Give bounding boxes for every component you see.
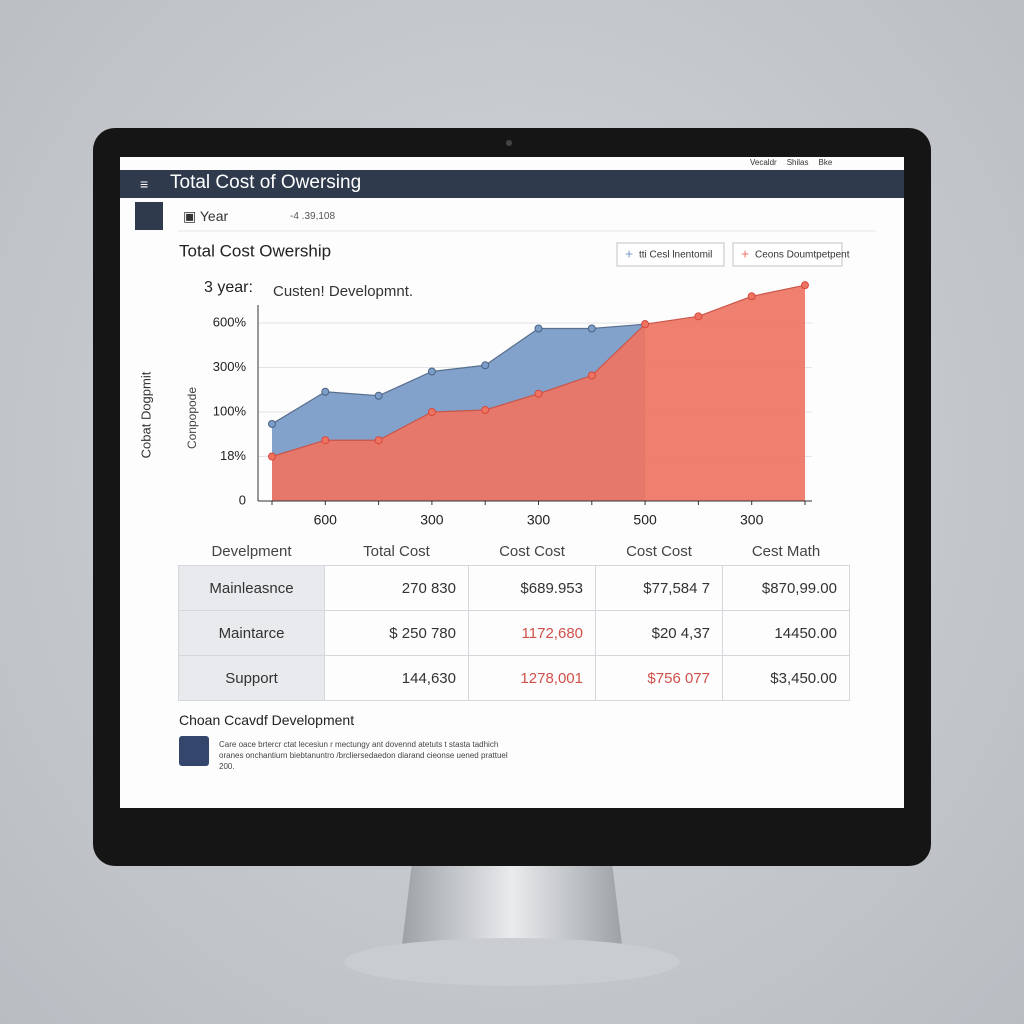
- status-item: Bke: [818, 158, 833, 167]
- year-label: Year: [199, 208, 229, 224]
- point: [268, 419, 276, 428]
- area: [272, 285, 805, 501]
- x-tick-label: 300: [740, 512, 764, 528]
- point: [801, 281, 809, 290]
- cell: $689.953: [468, 565, 596, 611]
- header-cell: Cost Cost: [626, 542, 692, 560]
- x-tick-label: 600: [314, 512, 338, 528]
- stand-neck: [402, 862, 622, 945]
- header-cell: Develpment: [211, 542, 292, 560]
- legend-marker: +: [625, 246, 633, 262]
- header-cell: Cost Cost: [499, 542, 565, 560]
- legend-box: [616, 242, 725, 267]
- point: [268, 452, 276, 461]
- line: [271, 323, 646, 425]
- legend-label: Ceons Doumtpetpent: [755, 250, 850, 261]
- point: [481, 405, 490, 414]
- cost-table: Develpment Total Cost Cost Cost Cost Cost Ce…: [178, 537, 850, 701]
- point: [427, 367, 436, 376]
- y-axis-label: Cobat Dogpmit: [138, 371, 153, 458]
- y-tick-label: 18%: [220, 448, 246, 463]
- cell: 14450.00: [722, 610, 850, 656]
- menu-icon[interactable]: ≡: [140, 176, 149, 192]
- point: [374, 436, 383, 445]
- cell: 144,630: [324, 655, 469, 701]
- point: [374, 391, 383, 400]
- chart-title: Total Cost Owership: [179, 241, 331, 260]
- header-title: Total Cost of Owersing: [170, 172, 362, 193]
- camera: [506, 140, 512, 146]
- stand-base: [344, 938, 680, 986]
- toolbar-year[interactable]: ▣ Year: [183, 208, 229, 224]
- cell: 1278,001: [468, 655, 596, 701]
- y-axis-label: Conpopode: [185, 387, 199, 449]
- cell: Support: [178, 655, 325, 701]
- y-tick-label: 600%: [213, 314, 247, 329]
- point: [587, 324, 596, 333]
- legend-label: tti Cesl lnentomil: [639, 250, 712, 261]
- footer-icon: [179, 736, 209, 766]
- point: [641, 320, 650, 329]
- cell: 270 830: [324, 565, 469, 611]
- header-bar: [120, 170, 904, 198]
- cell: $ 250 780: [324, 610, 469, 656]
- table-row: Support 144,630 1278,001 $756 077 $3,450.00: [178, 655, 850, 701]
- point: [481, 361, 490, 370]
- table-row: Maintarce $ 250 780 1172,680 $20 4,37 14450.…: [178, 610, 850, 656]
- point: [427, 408, 436, 416]
- toolbar-icon[interactable]: [135, 202, 163, 230]
- cell: Maintarce: [178, 610, 325, 656]
- table-header: Develpment Total Cost Cost Cost Cost Cost Ce…: [179, 537, 850, 566]
- cell: $870,99.00: [722, 565, 850, 611]
- point: [534, 324, 543, 333]
- toolbar-info: -4 .39,108: [290, 211, 336, 222]
- header-cell: Cest Math: [751, 542, 821, 560]
- y-tick-label: 0: [239, 492, 246, 507]
- chart-subtitle: Custen! Developmnt.: [273, 283, 413, 300]
- status-item: Shilas: [786, 158, 809, 167]
- legend-box: [732, 242, 843, 267]
- x-tick-label: 500: [633, 512, 657, 528]
- cell: $77,584 7: [595, 565, 723, 611]
- cell: $20 4,37: [595, 610, 723, 656]
- header-cell: Total Cost: [363, 542, 430, 560]
- chart: Total Cost Owership 3 year: Custen! Deve…: [138, 241, 850, 528]
- point: [694, 312, 703, 321]
- y-tick-label: 300%: [213, 359, 247, 374]
- legend-marker: +: [741, 246, 749, 262]
- point: [747, 292, 756, 301]
- cell: $3,450.00: [722, 655, 850, 701]
- table-row: Mainleasnce 270 830 $689.953 $77,584 7 $870,…: [178, 565, 850, 611]
- point: [321, 387, 330, 396]
- point: [321, 436, 330, 445]
- point: [587, 371, 596, 380]
- footer-text: Care oace brtercr ctat lecesiun r mectun…: [219, 740, 508, 771]
- status-bar: Vecaldr Shilas Bke: [750, 158, 832, 167]
- cell: $756 077: [595, 655, 723, 701]
- status-item: Vecaldr: [750, 158, 777, 167]
- point: [534, 389, 543, 398]
- footer-title: Choan Ccavdf Development: [179, 712, 355, 728]
- y-tick-label: 100%: [213, 403, 247, 418]
- period-label: 3 year:: [204, 279, 253, 296]
- x-tick-label: 300: [527, 512, 551, 528]
- cell: Mainleasnce: [178, 565, 325, 611]
- x-tick-label: 300: [420, 512, 444, 528]
- cell: 1172,680: [468, 610, 596, 656]
